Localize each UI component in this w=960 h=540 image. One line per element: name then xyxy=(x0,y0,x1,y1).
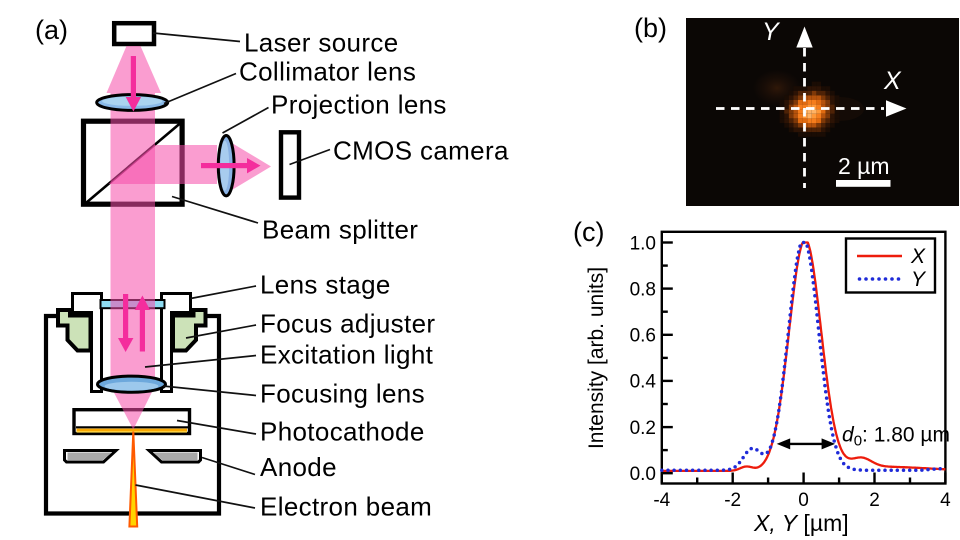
svg-text:Excitation light: Excitation light xyxy=(260,340,434,370)
svg-text:d0: 1.80 µm: d0: 1.80 µm xyxy=(842,424,950,450)
svg-text:0.8: 0.8 xyxy=(630,279,656,300)
svg-text:Focus adjuster: Focus adjuster xyxy=(260,309,435,339)
svg-text:0: 0 xyxy=(798,490,809,511)
svg-text:Intensity [arb. units]: Intensity [arb. units] xyxy=(585,267,608,449)
svg-text:Y: Y xyxy=(911,268,927,291)
svg-text:Lens stage: Lens stage xyxy=(260,270,391,300)
svg-text:0.4: 0.4 xyxy=(630,372,657,393)
svg-text:0.0: 0.0 xyxy=(630,464,656,485)
svg-text:0.6: 0.6 xyxy=(630,326,656,347)
svg-text:Beam splitter: Beam splitter xyxy=(262,215,418,245)
svg-text:Collimator lens: Collimator lens xyxy=(239,57,416,87)
svg-text:2 µm: 2 µm xyxy=(838,153,890,179)
svg-text:0.2: 0.2 xyxy=(630,418,656,439)
svg-text:Y: Y xyxy=(762,18,781,46)
svg-text:Focusing lens: Focusing lens xyxy=(260,379,425,409)
svg-text:4: 4 xyxy=(940,490,951,511)
svg-text:X: X xyxy=(883,67,902,95)
svg-text:-4: -4 xyxy=(653,490,670,511)
svg-text:(b): (b) xyxy=(634,13,667,43)
svg-text:Projection lens: Projection lens xyxy=(271,90,447,120)
svg-text:CMOS camera: CMOS camera xyxy=(333,136,509,166)
svg-text:1.0: 1.0 xyxy=(630,233,656,254)
svg-text:Anode: Anode xyxy=(260,452,337,482)
svg-text:Laser source: Laser source xyxy=(244,28,399,58)
svg-text:(a): (a) xyxy=(35,15,68,45)
svg-text:X, Y [µm]: X, Y [µm] xyxy=(753,510,849,536)
svg-text:Electron beam: Electron beam xyxy=(260,492,432,522)
svg-text:X: X xyxy=(910,245,926,268)
svg-text:Photocathode: Photocathode xyxy=(260,417,425,447)
svg-text:2: 2 xyxy=(869,490,880,511)
svg-text:(c): (c) xyxy=(573,217,604,247)
svg-text:-2: -2 xyxy=(724,490,741,511)
